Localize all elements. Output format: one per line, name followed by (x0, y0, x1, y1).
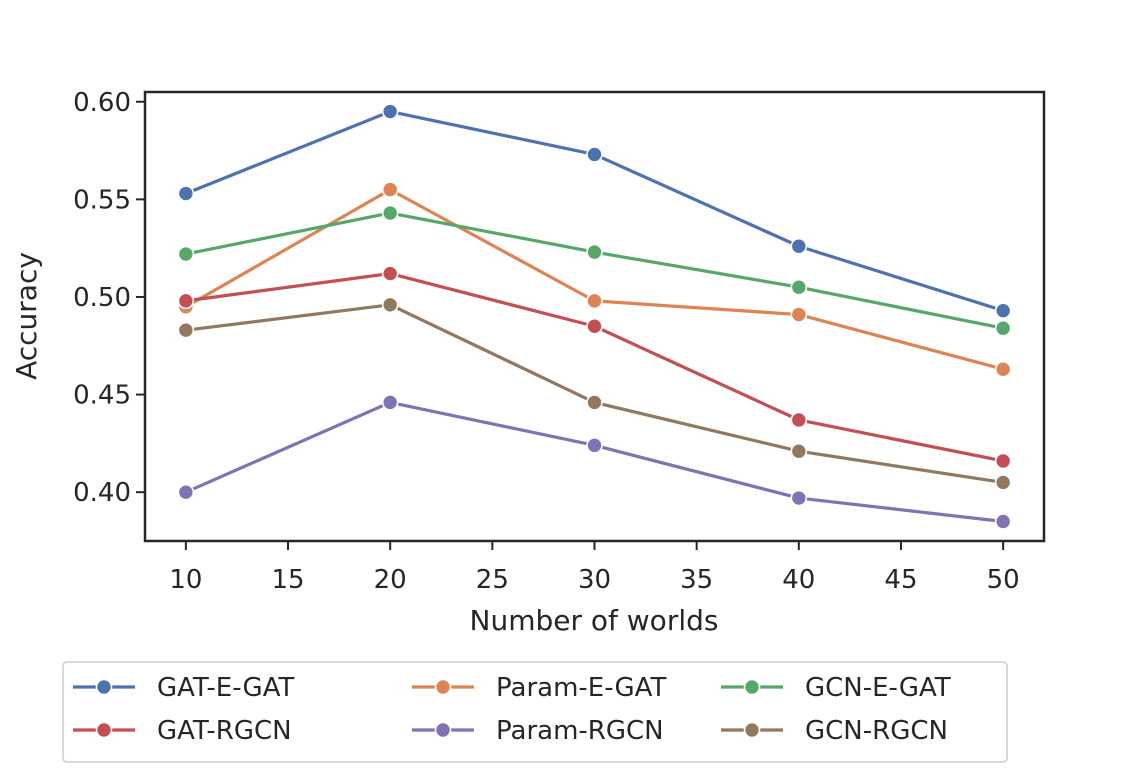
data-point (177, 321, 195, 339)
series-param-rgcn (177, 394, 1012, 530)
series-gcn-rgcn (177, 296, 1012, 491)
legend-marker (434, 721, 452, 739)
data-point (177, 483, 195, 501)
series-gat-e-gat (177, 103, 1012, 319)
legend-marker (95, 721, 113, 739)
legend-label: GAT-E-GAT (157, 673, 294, 703)
series-gcn-e-gat (177, 204, 1012, 337)
x-axis-label: Number of worlds (470, 604, 719, 637)
series-line (185, 188, 1004, 371)
y-tick-label: 0.55 (73, 185, 131, 215)
data-point (586, 437, 603, 454)
data-point (381, 296, 399, 314)
data-point (994, 319, 1012, 337)
legend-entry: Param-RGCN (412, 716, 664, 746)
legend-label: GCN-RGCN (805, 716, 948, 746)
legend-label: GCN-E-GAT (805, 673, 951, 703)
y-axis-label: Accuracy (10, 252, 43, 380)
data-point (994, 452, 1012, 470)
legend: GAT-E-GAT Param-E-GAT GCN-E-GAT GAT-RGCN Par… (62, 661, 1008, 763)
legend-marker (95, 678, 113, 696)
data-point (381, 204, 399, 222)
x-tick-label: 50 (987, 565, 1020, 595)
data-point (994, 513, 1012, 530)
x-tick-label: 10 (169, 565, 202, 595)
series-line (185, 400, 1004, 524)
legend-label: Param-RGCN (496, 716, 664, 746)
data-point (994, 360, 1012, 378)
data-point (994, 302, 1012, 319)
y-axis-ticks: 0.40 0.45 0.50 0.55 0.60 (73, 88, 145, 508)
series-gat-rgcn (177, 265, 1012, 470)
data-point (586, 243, 603, 261)
y-tick-label: 0.40 (73, 478, 131, 508)
data-point (790, 442, 808, 460)
x-tick-label: 35 (680, 565, 713, 595)
data-point (586, 317, 603, 335)
x-tick-label: 40 (782, 565, 815, 595)
series-layer (177, 103, 1012, 530)
data-point (177, 245, 195, 263)
x-tick-label: 45 (884, 565, 917, 595)
y-tick-label: 0.45 (73, 381, 131, 411)
legend-marker (743, 721, 761, 739)
legend-entry: Param-E-GAT (412, 673, 666, 703)
y-tick-label: 0.50 (73, 283, 131, 313)
series-line (185, 109, 1004, 313)
legend-entry: GAT-RGCN (73, 716, 292, 746)
data-point (586, 394, 603, 411)
data-point (381, 265, 399, 282)
legend-entries: GAT-E-GAT Param-E-GAT GCN-E-GAT GAT-RGCN Par… (73, 673, 951, 746)
y-tick-label: 0.60 (73, 88, 131, 118)
data-point (586, 146, 603, 163)
legend-marker (434, 678, 452, 696)
legend-entry: GCN-RGCN (721, 716, 948, 746)
data-point (381, 181, 399, 198)
data-point (790, 489, 808, 507)
x-axis-ticks: 10 15 20 25 30 35 40 45 50 (169, 541, 1020, 595)
x-tick-label: 20 (374, 565, 407, 595)
legend-entry: GAT-E-GAT (73, 673, 294, 703)
legend-label: GAT-RGCN (157, 716, 292, 746)
series-param-e-gat (177, 181, 1012, 378)
x-tick-label: 25 (476, 565, 509, 595)
data-point (177, 292, 195, 310)
data-point (790, 306, 808, 323)
data-point (381, 103, 399, 120)
legend-entry: GCN-E-GAT (721, 673, 951, 703)
data-point (586, 292, 603, 310)
legend-label: Param-E-GAT (496, 673, 666, 703)
data-point (994, 474, 1012, 491)
legend-marker (743, 678, 761, 696)
data-point (381, 394, 399, 411)
data-point (790, 237, 808, 255)
x-tick-label: 30 (578, 565, 611, 595)
data-point (790, 278, 808, 296)
data-point (790, 411, 808, 429)
x-tick-label: 15 (271, 565, 304, 595)
data-point (177, 185, 195, 202)
